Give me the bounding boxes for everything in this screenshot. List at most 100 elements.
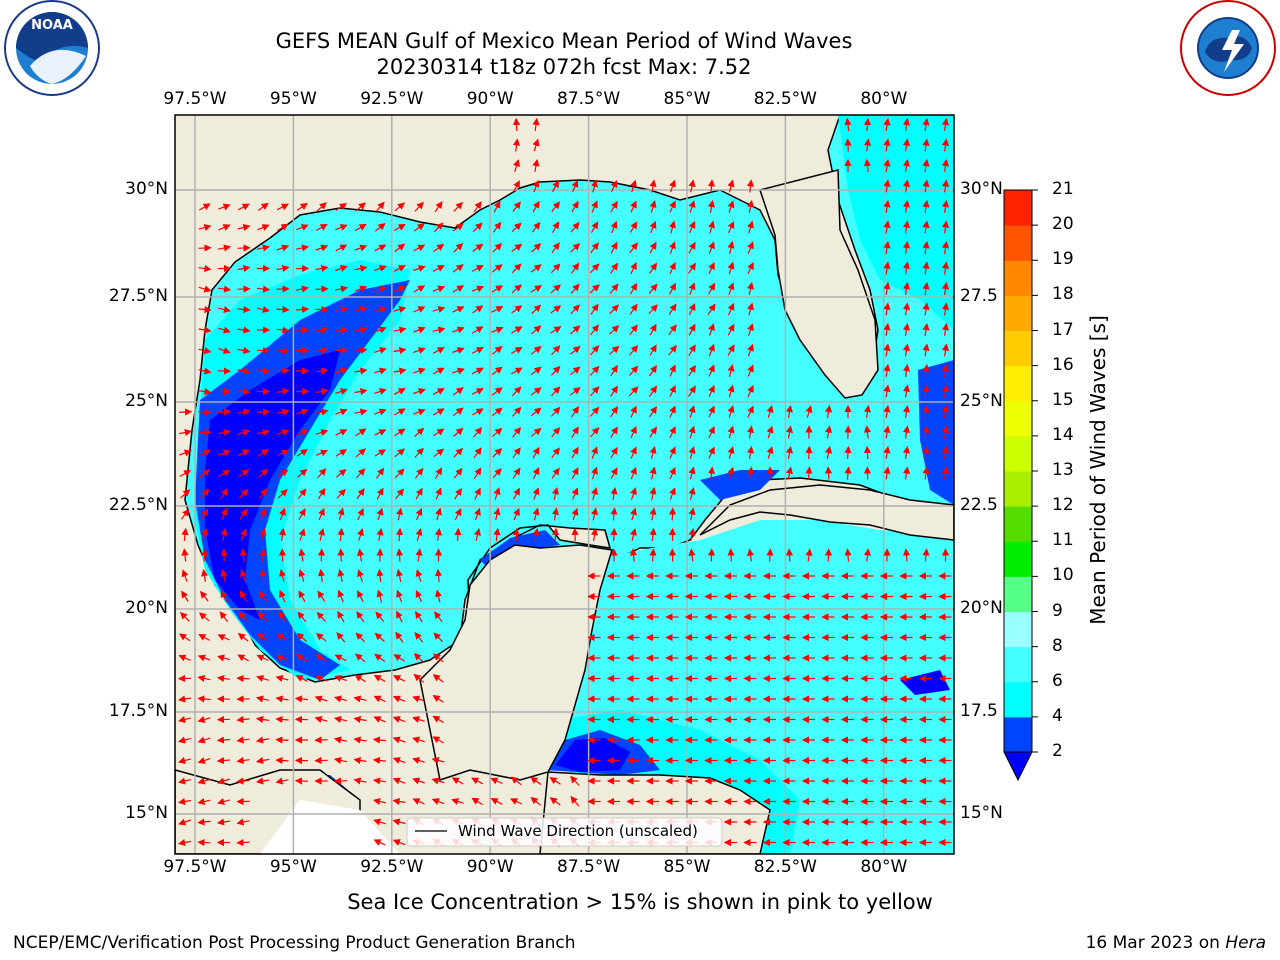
direction-arrow (530, 796, 541, 806)
direction-arrow (591, 200, 598, 213)
lat-tick-left: 15°N (125, 803, 168, 823)
wave-band-2-4-west (195, 280, 410, 680)
direction-arrow (511, 284, 523, 294)
direction-arrow (413, 223, 425, 232)
colorbar-bin (1004, 435, 1032, 472)
direction-arrow (373, 674, 386, 683)
direction-arrow (354, 306, 368, 313)
direction-arrow (432, 715, 444, 724)
direction-arrow (415, 548, 423, 562)
direction-arrow (393, 654, 405, 662)
direction-arrow (589, 406, 600, 417)
colorbar-tick-label: 8 (1052, 635, 1063, 656)
direction-arrow (357, 508, 364, 521)
direction-arrow (941, 199, 950, 213)
plot-subtitle: 20230314 t18z 072h fcst Max: 7.52 (376, 55, 752, 79)
direction-arrow (747, 343, 754, 357)
direction-arrow (218, 326, 231, 334)
direction-arrow (532, 467, 540, 480)
direction-arrow (941, 322, 950, 336)
direction-arrow (512, 201, 521, 213)
lat-tick-right: 20°N (960, 598, 1003, 618)
direction-arrow (785, 404, 794, 418)
direction-arrow (471, 388, 484, 395)
direction-arrow (589, 263, 600, 274)
direction-arrow (883, 445, 891, 459)
direction-arrow (902, 445, 911, 459)
direction-arrow (590, 303, 599, 315)
direction-arrow (373, 839, 386, 846)
direction-arrow (669, 385, 676, 398)
direction-arrow (629, 242, 638, 254)
direction-arrow (532, 117, 540, 132)
direction-arrow (669, 405, 676, 418)
direction-arrow (708, 343, 715, 357)
lat-tick-right: 15°N (960, 803, 1003, 823)
direction-arrow (335, 449, 348, 457)
direction-arrow (629, 221, 638, 233)
direction-arrow (374, 449, 387, 457)
direction-arrow (668, 507, 677, 521)
direction-arrow (883, 302, 891, 316)
direction-arrow (178, 408, 193, 416)
direction-arrow (355, 632, 366, 643)
direction-arrow (863, 117, 872, 132)
direction-arrow (376, 487, 384, 500)
direction-arrow (941, 404, 950, 418)
direction-arrow (297, 468, 308, 478)
colorbar-tick-label: 21 (1052, 179, 1074, 199)
direction-arrow (317, 548, 326, 562)
direction-arrow (746, 548, 755, 562)
direction-arrow (278, 527, 287, 541)
direction-arrow (532, 138, 540, 152)
direction-arrow (413, 306, 426, 313)
direction-arrow (766, 405, 774, 418)
direction-arrow (376, 507, 384, 521)
direction-arrow (413, 673, 424, 683)
direction-arrow (688, 507, 696, 521)
direction-arrow (941, 445, 950, 459)
direction-arrow (471, 347, 484, 354)
direction-arrow (336, 488, 346, 499)
direction-arrow (590, 345, 600, 356)
direction-arrow (238, 469, 250, 478)
direction-arrow (335, 265, 348, 272)
direction-arrow (610, 446, 618, 459)
direction-arrow (275, 695, 289, 703)
direction-arrow (220, 569, 228, 582)
direction-arrow (688, 487, 696, 500)
direction-arrow (374, 429, 387, 436)
direction-arrow (727, 405, 735, 418)
direction-arrow (883, 425, 891, 439)
direction-arrow (354, 326, 368, 334)
direction-arrow (610, 385, 619, 397)
direction-arrow (315, 429, 329, 436)
direction-arrow (727, 364, 735, 377)
direction-arrow (590, 221, 599, 234)
direction-arrow (844, 138, 852, 152)
direction-arrow (883, 322, 891, 336)
direction-arrow (415, 507, 423, 521)
direction-arrow (255, 777, 269, 785)
direction-arrow (415, 487, 423, 500)
direction-arrow (294, 695, 309, 703)
direction-arrow (649, 548, 657, 562)
lon-tick-top: 82.5°W (753, 89, 817, 109)
direction-arrow (708, 323, 715, 336)
direction-arrow (883, 363, 891, 377)
direction-arrow (415, 610, 423, 623)
direction-arrow (258, 488, 268, 500)
direction-arrow (550, 305, 562, 314)
direction-arrow (473, 528, 481, 541)
colorbar-bin (1004, 611, 1032, 648)
direction-arrow (688, 446, 696, 459)
direction-arrow (570, 795, 580, 807)
footer-date-text: 16 Mar 2023 on (1085, 933, 1226, 953)
direction-arrow (669, 179, 676, 193)
direction-arrow (433, 428, 445, 437)
direction-arrow (922, 425, 930, 439)
direction-arrow (374, 632, 385, 642)
direction-arrow (863, 404, 872, 418)
map-legend (406, 817, 723, 847)
direction-arrow (668, 344, 678, 356)
